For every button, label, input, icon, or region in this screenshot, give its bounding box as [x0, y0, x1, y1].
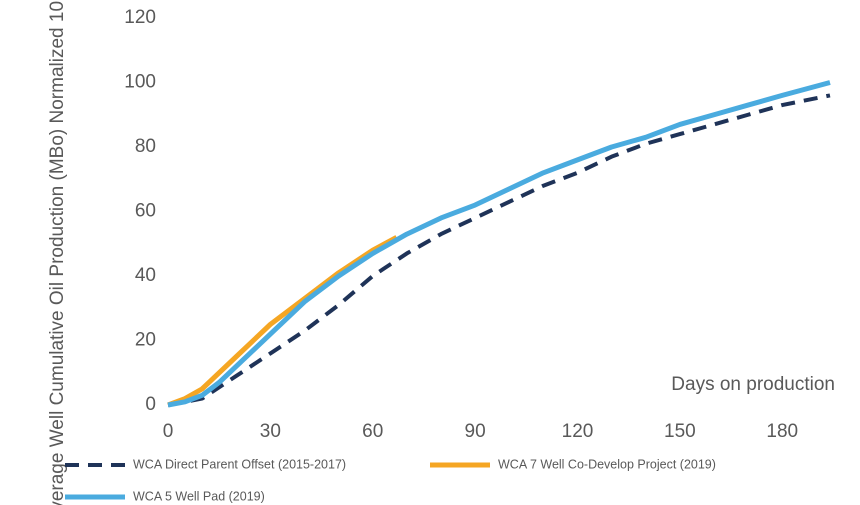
series-line	[167, 80, 831, 408]
y-tick-label: 100	[124, 72, 156, 93]
x-tick-label: 120	[562, 421, 594, 442]
x-tick-label: 150	[664, 421, 696, 442]
y-axis-label: Average Well Cumulative Oil Production (…	[47, 0, 68, 505]
x-tick-label: 0	[163, 421, 174, 442]
y-tick-label: 80	[135, 136, 156, 157]
y-tick-label: 0	[145, 394, 156, 415]
x-tick-label: 30	[260, 421, 281, 442]
x-tick-label: 60	[362, 421, 383, 442]
x-tick-label: 180	[766, 421, 798, 442]
legend-label: WCA 5 Well Pad (2019)	[133, 489, 265, 503]
series-line	[167, 93, 831, 407]
y-tick-label: 120	[124, 7, 156, 28]
y-tick-label: 40	[135, 265, 156, 286]
x-tick-label: 90	[465, 421, 486, 442]
legend-label: WCA Direct Parent Offset (2015-2017)	[133, 457, 346, 471]
y-tick-label: 20	[135, 330, 156, 351]
x-axis-label: Days on production	[671, 374, 835, 395]
series-line	[167, 235, 398, 408]
legend-label: WCA 7 Well Co-Develop Project (2019)	[498, 457, 716, 471]
y-tick-label: 60	[135, 201, 156, 222]
